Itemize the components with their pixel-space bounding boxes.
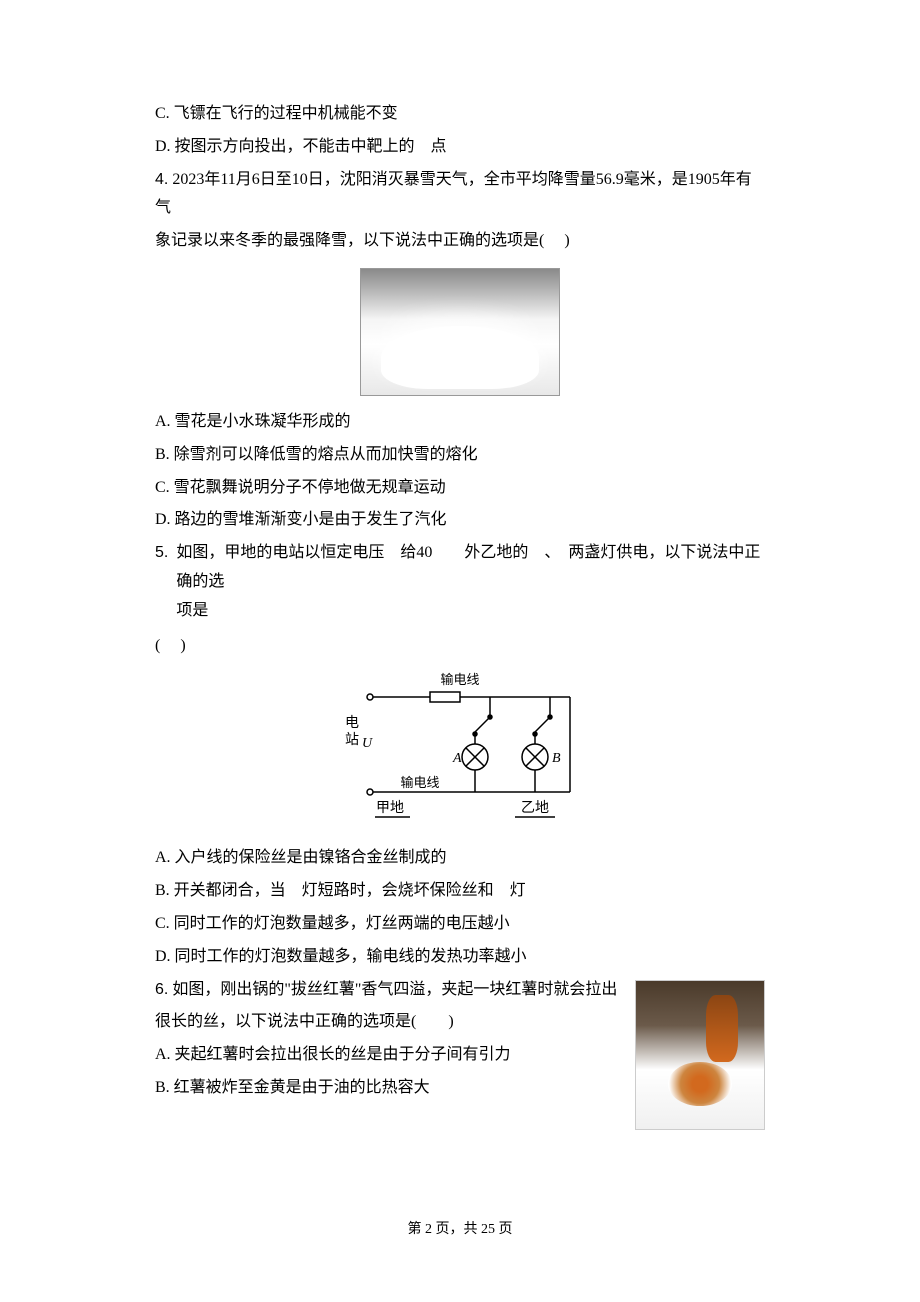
q5-paren: ( ) bbox=[155, 632, 765, 661]
circuit-left-place: 甲地 bbox=[376, 800, 404, 816]
q4-stem-line2: 象记录以来冬季的最强降雪，以下说法中正确的选项是( ) bbox=[155, 227, 765, 256]
circuit-station-label-2: 站 bbox=[345, 732, 359, 748]
q5-number: 5. bbox=[155, 539, 168, 568]
circuit-u-label: U bbox=[362, 736, 373, 751]
q4-option-a: A. 雪花是小水珠凝华形成的 bbox=[155, 408, 765, 437]
q5-option-c: C. 同时工作的灯泡数量越多，灯丝两端的电压越小 bbox=[155, 910, 765, 939]
q4-number: 4. bbox=[155, 171, 168, 188]
q6-stem-part1: 如图，刚出锅的"拔丝红薯"香气四溢，夹起一块红薯时就会拉出 bbox=[172, 981, 617, 998]
page-footer: 第 2 页，共 25 页 bbox=[0, 1217, 920, 1242]
q5-option-d: D. 同时工作的灯泡数量越多，输电线的发热功率越小 bbox=[155, 943, 765, 972]
q5-option-a: A. 入户线的保险丝是由镍铬合金丝制成的 bbox=[155, 844, 765, 873]
circuit-lamp-a-label: A bbox=[452, 751, 462, 766]
circuit-right-place: 乙地 bbox=[521, 800, 549, 816]
snow-image bbox=[360, 268, 560, 396]
circuit-bottom-wire-label: 输电线 bbox=[400, 775, 439, 790]
q5-option-b: B. 开关都闭合，当 灯短路时，会烧坏保险丝和 灯 bbox=[155, 877, 765, 906]
q3-option-c: C. 飞镖在飞行的过程中机械能不变 bbox=[155, 100, 765, 129]
q4-option-d: D. 路边的雪堆渐渐变小是由于发生了汽化 bbox=[155, 506, 765, 535]
page-content: C. 飞镖在飞行的过程中机械能不变 D. 按图示方向投出，不能击中靶上的 点 4… bbox=[0, 0, 920, 1130]
q5-stem-wrap: 5. 如图，甲地的电站以恒定电压 给40 外乙地的 、 两盏灯供电，以下说法中正… bbox=[155, 539, 765, 625]
q6-number: 6. bbox=[155, 981, 168, 998]
q5-stem-line1: 如图，甲地的电站以恒定电压 给40 外乙地的 、 两盏灯供电，以下说法中正确的选 bbox=[176, 539, 765, 597]
q5-stem-line2: 项是 bbox=[176, 597, 765, 626]
food-image bbox=[635, 980, 765, 1130]
q4-option-c: C. 雪花飘舞说明分子不停地做无规章运动 bbox=[155, 474, 765, 503]
q4-option-b: B. 除雪剂可以降低雪的熔点从而加快雪的熔化 bbox=[155, 441, 765, 470]
circuit-diagram: 输电线 bbox=[320, 672, 600, 832]
circuit-station-label-1: 电 bbox=[345, 715, 359, 731]
q3-option-d: D. 按图示方向投出，不能击中靶上的 点 bbox=[155, 133, 765, 162]
q4-stem-line1: 4. 2023年11月6日至10日，沈阳消灭暴雪天气，全市平均降雪量56.9毫米… bbox=[155, 166, 765, 224]
circuit-lamp-b-label: B bbox=[552, 751, 561, 766]
circuit-top-wire-label: 输电线 bbox=[440, 672, 479, 687]
q4-stem-part1: 2023年11月6日至10日，沈阳消灭暴雪天气，全市平均降雪量56.9毫米，是1… bbox=[155, 171, 752, 217]
q6-block: 6. 如图，刚出锅的"拔丝红薯"香气四溢，夹起一块红薯时就会拉出 很长的丝，以下… bbox=[155, 976, 765, 1130]
